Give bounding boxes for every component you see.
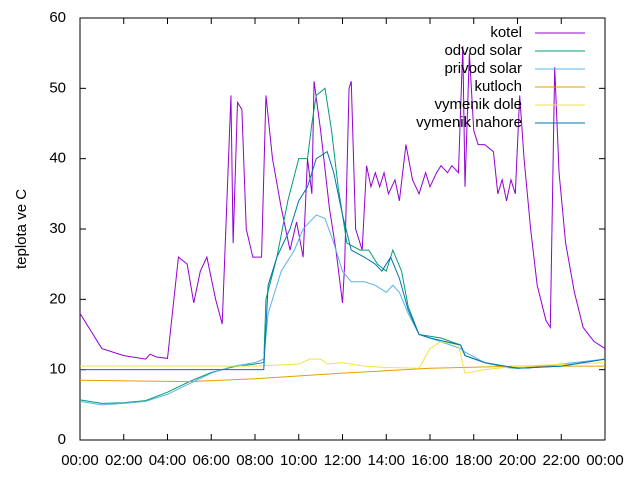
series-line xyxy=(80,340,606,374)
series-line xyxy=(80,150,606,371)
y-tick-label: 30 xyxy=(49,220,66,237)
y-tick-label: 10 xyxy=(49,361,66,378)
series-line xyxy=(79,87,606,404)
legend-label: vymenik nahore xyxy=(416,114,522,131)
x-tick-label: 00:00 xyxy=(61,452,99,469)
x-tick-label: 20:00 xyxy=(499,452,537,469)
x-tick-label: 14:00 xyxy=(367,452,405,469)
x-tick-label: 12:00 xyxy=(324,452,362,469)
y-tick-label: 0 xyxy=(58,431,66,448)
y-tick-label: 20 xyxy=(49,290,66,307)
y-tick-label: 50 xyxy=(49,79,66,96)
x-tick-label: 00:00 xyxy=(586,452,624,469)
legend-label: privod solar xyxy=(444,60,522,77)
plot-frame xyxy=(79,17,606,441)
x-tick-label: 18:00 xyxy=(455,452,493,469)
x-tick-label: 22:00 xyxy=(542,452,580,469)
y-tick-label: 60 xyxy=(49,9,66,26)
x-tick-label: 06:00 xyxy=(192,452,230,469)
x-tick-label: 16:00 xyxy=(411,452,449,469)
y-tick-label: 40 xyxy=(49,150,66,167)
series-line xyxy=(79,214,606,406)
legend-label: kutloch xyxy=(474,78,522,95)
legend-label: vymenik dole xyxy=(434,96,522,113)
x-tick-label: 10:00 xyxy=(280,452,318,469)
legend-label: kotel xyxy=(490,24,522,41)
x-tick-label: 08:00 xyxy=(236,452,274,469)
y-axis-label: teplota ve C xyxy=(13,189,30,269)
series-line xyxy=(79,46,606,360)
legend-label: odvod solar xyxy=(444,42,522,59)
x-tick-label: 02:00 xyxy=(105,452,143,469)
x-tick-label: 04:00 xyxy=(149,452,187,469)
